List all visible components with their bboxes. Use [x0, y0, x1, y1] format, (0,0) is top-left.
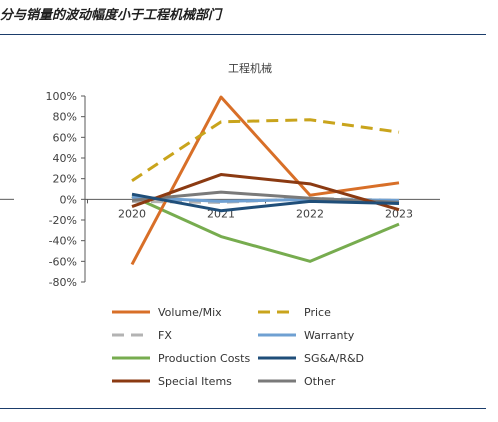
y-tick-label: 80% — [53, 111, 77, 124]
legend-label: Price — [304, 306, 331, 319]
chart-axes: 100% 80% 60% 40% 20% 0% -20% -40% -60% -80% 2020 20… — [0, 90, 440, 289]
legend-label: Volume/Mix — [158, 306, 222, 319]
series-line-sg-a-r-d — [131, 192, 400, 213]
series-line-production-costs — [131, 194, 400, 263]
chart-legend: Volume/Mix Price FX Warranty Production Cost… — [112, 306, 364, 388]
legend-label: FX — [158, 329, 172, 342]
page-heading: 分与销量的波动幅度小于工程机械部门 — [0, 8, 222, 23]
y-tick-label: -20% — [49, 214, 77, 227]
legend-label: Special Items — [158, 375, 232, 388]
legend-label: Warranty — [304, 329, 355, 342]
legend-label: SG&A/R&D — [304, 352, 364, 365]
y-tick-label: 60% — [53, 131, 77, 144]
x-tick-label: 2020 — [118, 207, 146, 220]
series-line-other — [131, 190, 400, 204]
series-line-price — [131, 118, 400, 182]
bottom-divider — [0, 408, 486, 409]
y-tick-label: 0% — [60, 193, 77, 206]
y-tick-label: 40% — [53, 152, 77, 165]
series-line-volume-mix — [130, 95, 400, 266]
chart-title: 工程机械 — [228, 61, 272, 75]
x-tick-label: 2023 — [385, 207, 413, 220]
legend-label: Other — [304, 375, 336, 388]
top-divider — [0, 34, 486, 35]
y-tick-label: -40% — [49, 235, 77, 248]
x-tick-label: 2022 — [296, 207, 324, 220]
series-line-special-items — [131, 173, 400, 212]
legend-label: Production Costs — [158, 352, 250, 365]
y-tick-label: -60% — [49, 255, 77, 268]
y-tick-label: -80% — [49, 276, 77, 289]
y-tick-label: 20% — [53, 173, 77, 186]
y-tick-label: 100% — [46, 90, 77, 103]
chart-series-lines — [130, 95, 400, 266]
